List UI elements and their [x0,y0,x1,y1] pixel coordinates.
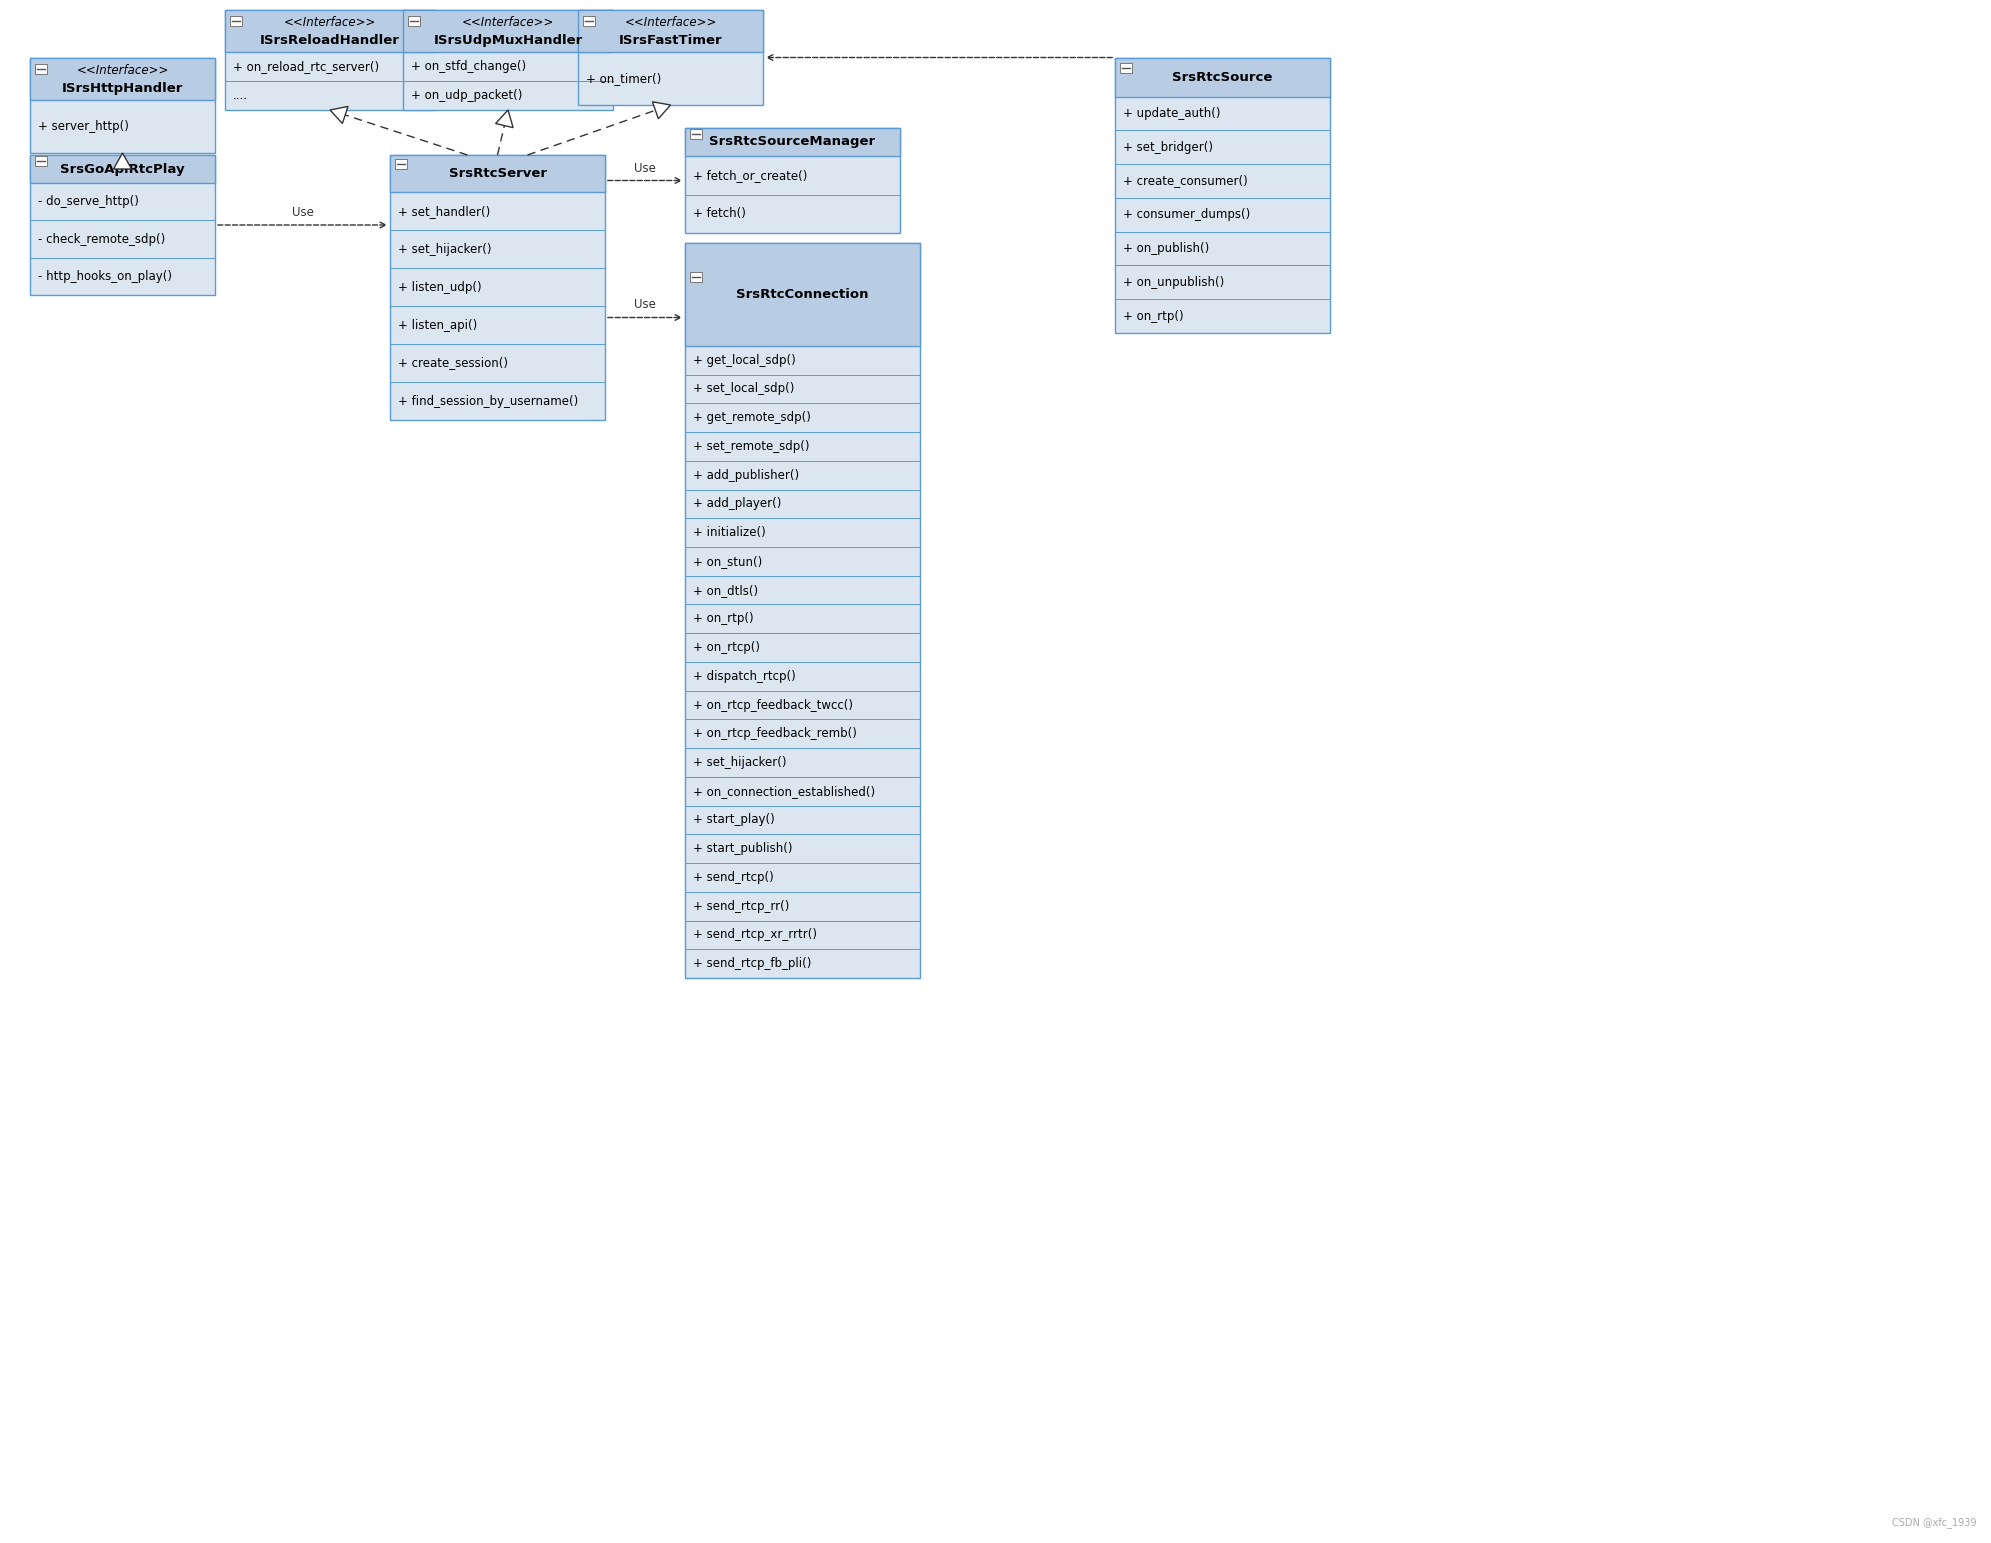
Text: + server_http(): + server_http() [38,120,129,133]
Text: CSDN @xfc_1939: CSDN @xfc_1939 [1891,1517,1975,1528]
Bar [225,9,434,52]
Polygon shape [113,153,131,170]
Text: + on_unpublish(): + on_unpublish() [1123,276,1224,289]
Text: - http_hooks_on_play(): - http_hooks_on_play() [38,270,171,282]
Text: + on_reload_rtc_server(): + on_reload_rtc_server() [233,60,378,73]
Text: + send_rtcp(): + send_rtcp() [693,870,774,884]
Bar [1115,59,1330,97]
Bar [583,15,595,26]
Text: + start_publish(): + start_publish() [693,842,792,855]
Bar [402,9,613,110]
Text: + on_rtcp_feedback_twcc(): + on_rtcp_feedback_twcc() [693,699,852,711]
Text: + dispatch_rtcp(): + dispatch_rtcp() [693,670,796,684]
Text: + listen_udp(): + listen_udp() [398,281,482,293]
Bar [30,154,215,295]
Bar [685,128,900,233]
Text: ISrsFastTimer: ISrsFastTimer [619,34,723,46]
Text: + find_session_by_username(): + find_session_by_username() [398,395,577,407]
Text: + fetch_or_create(): + fetch_or_create() [693,168,808,182]
Bar [691,128,703,139]
Text: + fetch(): + fetch() [693,207,747,221]
Text: + on_stfd_change(): + on_stfd_change() [410,60,526,73]
Text: + set_remote_sdp(): + set_remote_sdp() [693,440,810,454]
Polygon shape [331,106,348,123]
Text: + create_session(): + create_session() [398,356,508,369]
Text: + create_consumer(): + create_consumer() [1123,174,1248,187]
Bar [36,156,48,165]
Text: + consumer_dumps(): + consumer_dumps() [1123,208,1250,221]
Polygon shape [496,110,514,128]
Bar [30,59,215,100]
Text: + initialize(): + initialize() [693,526,767,539]
Bar [685,242,920,978]
Text: + set_hijacker(): + set_hijacker() [398,242,492,256]
Text: ISrsReloadHandler: ISrsReloadHandler [261,34,400,46]
Bar [1115,59,1330,333]
Text: Use: Use [291,207,313,219]
Text: <<Interface>>: <<Interface>> [625,15,717,29]
Bar [402,9,613,52]
Bar [408,15,420,26]
Text: + send_rtcp_rr(): + send_rtcp_rr() [693,900,788,912]
Bar [691,272,703,282]
Text: + get_local_sdp(): + get_local_sdp() [693,353,796,367]
Text: + add_player(): + add_player() [693,497,780,511]
Bar [685,242,920,346]
Bar [30,59,215,153]
Text: SrsRtcConnection: SrsRtcConnection [737,289,868,301]
Text: + listen_api(): + listen_api() [398,318,478,332]
Text: <<Interface>>: <<Interface>> [462,15,553,29]
Text: ....: .... [233,89,249,102]
Text: + on_connection_established(): + on_connection_established() [693,785,876,798]
Text: Use: Use [633,162,655,174]
Text: <<Interface>>: <<Interface>> [76,65,169,77]
Bar [685,128,900,156]
Text: + set_bridger(): + set_bridger() [1123,140,1213,154]
Text: - check_remote_sdp(): - check_remote_sdp() [38,233,165,245]
Text: + on_rtp(): + on_rtp() [693,613,755,625]
Text: + on_publish(): + on_publish() [1123,242,1209,255]
Bar [390,154,605,420]
Text: + start_play(): + start_play() [693,813,774,827]
Text: + add_publisher(): + add_publisher() [693,469,798,481]
Bar [36,63,48,74]
Text: SrsGoApiRtcPlay: SrsGoApiRtcPlay [60,162,185,176]
Bar [577,9,763,52]
Text: + get_remote_sdp(): + get_remote_sdp() [693,412,810,424]
Polygon shape [653,102,671,119]
Bar [577,9,763,105]
Text: ISrsUdpMuxHandler: ISrsUdpMuxHandler [434,34,583,46]
Text: Use: Use [633,298,655,312]
Text: SrsRtcSource: SrsRtcSource [1173,71,1272,83]
Text: + on_dtls(): + on_dtls() [693,583,759,597]
Bar [225,9,434,110]
Text: + on_rtcp(): + on_rtcp() [693,640,761,654]
Text: + on_rtp(): + on_rtp() [1123,310,1183,322]
Text: + set_local_sdp(): + set_local_sdp() [693,383,794,395]
Bar [394,159,406,170]
Text: - do_serve_http(): - do_serve_http() [38,194,139,208]
Text: + on_rtcp_feedback_remb(): + on_rtcp_feedback_remb() [693,727,856,741]
Bar [390,154,605,191]
Text: ISrsHttpHandler: ISrsHttpHandler [62,82,183,94]
Bar [1121,63,1133,73]
Text: + set_hijacker(): + set_hijacker() [693,756,786,768]
Text: SrsRtcSourceManager: SrsRtcSourceManager [709,136,876,148]
Text: <<Interface>>: <<Interface>> [285,15,376,29]
Text: + set_handler(): + set_handler() [398,205,490,218]
Text: + on_udp_packet(): + on_udp_packet() [410,89,522,102]
Text: + on_timer(): + on_timer() [585,73,661,85]
Text: SrsRtcServer: SrsRtcServer [448,167,546,181]
Text: + update_auth(): + update_auth() [1123,106,1220,120]
Bar [30,154,215,184]
Text: + send_rtcp_xr_rrtr(): + send_rtcp_xr_rrtr() [693,929,816,941]
Bar [231,15,243,26]
Text: + send_rtcp_fb_pli(): + send_rtcp_fb_pli() [693,957,812,971]
Text: + on_stun(): + on_stun() [693,555,763,568]
